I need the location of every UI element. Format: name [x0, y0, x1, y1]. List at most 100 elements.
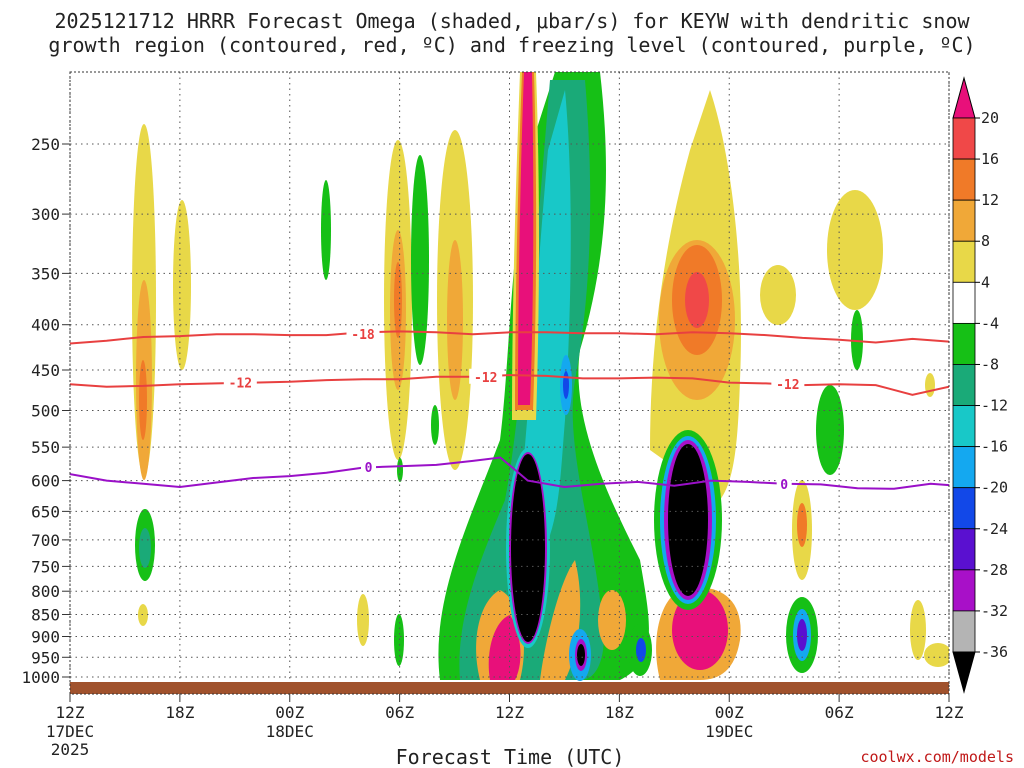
x-tick-label-6: 00Z: [715, 703, 744, 722]
plot-frame: [69, 71, 950, 695]
colorbar-band-12: [952, 610, 976, 653]
y-tick-label-750: 750: [31, 557, 60, 576]
omega-blob-8: [321, 180, 331, 280]
x-axis-title: Forecast Time (UTC): [396, 745, 625, 768]
colorbar-label-11: -28: [981, 561, 1008, 579]
colorbar-label-13: -36: [981, 643, 1008, 661]
omega-blob-9: [394, 614, 404, 666]
colorbar-band-11: [952, 569, 976, 612]
omega-blob-10: [357, 594, 369, 646]
contour-label-1-2: -12: [776, 378, 799, 393]
contour-label-bg-2-1: [776, 475, 792, 491]
omega-blob-60: [924, 643, 949, 667]
contour-label-2-1: 0: [780, 478, 788, 493]
omega-blob-49: [668, 444, 708, 596]
colorbar-label-0: 20: [981, 109, 999, 127]
colorbar-top-tip: [952, 76, 976, 119]
y-tick-label-800: 800: [31, 582, 60, 601]
omega-blob-21: [520, 90, 571, 560]
colorbar-label-3: 8: [981, 232, 990, 250]
colorbar-band-4: [952, 281, 976, 324]
colorbar-band-2: [952, 199, 976, 242]
x-tick-label-2: 00Z: [275, 703, 304, 722]
y-tick-label-850: 850: [31, 606, 60, 625]
colorbar-label-12: -32: [981, 602, 1008, 620]
omega-blob-18: [397, 458, 403, 482]
omega-blob-17: [447, 240, 463, 400]
y-tick-label-700: 700: [31, 531, 60, 550]
y-tick-label-500: 500: [31, 402, 60, 421]
contour-label-bg-2-0: [360, 458, 376, 474]
colorbar-band-7: [952, 405, 976, 448]
y-tick-label-950: 950: [31, 648, 60, 667]
x-tick-label-0: 12Z: [56, 703, 85, 722]
colorbar-band-3: [952, 240, 976, 283]
colorbar-label-7: -12: [981, 397, 1008, 415]
omega-blob-3: [139, 360, 147, 440]
grid-lines: [62, 72, 950, 702]
y-tick-label-900: 900: [31, 627, 60, 646]
contour-label-bg-1-0: [223, 374, 257, 390]
y-tick-label-550: 550: [31, 438, 60, 457]
omega-blob-26: [518, 72, 534, 405]
chart-title-line1: 2025121712 HRRR Forecast Omega (shaded, …: [54, 9, 970, 33]
omega-blob-15: [411, 155, 429, 365]
omega-blob-50: [760, 265, 796, 325]
contour-0: [70, 330, 949, 345]
omega-blob-59: [910, 600, 926, 660]
omega-blob-11: [431, 405, 439, 445]
omega-blob-53: [816, 385, 844, 475]
x-tick-label-5: 18Z: [605, 703, 634, 722]
contour-label-1-0: -12: [229, 377, 252, 392]
omega-blob-37: [598, 590, 626, 650]
colorbar: 20 16 12 8 4 -4 -8 -12 -16 -20 -24 -28 -32 -36: [952, 76, 1008, 694]
x-date-label-6: 19DEC: [705, 722, 753, 741]
y-tick-label-650: 650: [31, 502, 60, 521]
contour-label-1-1: -12: [474, 371, 497, 386]
colorbar-band-10: [952, 528, 976, 571]
y-tick-label-250: 250: [31, 135, 60, 154]
colorbar-label-1: 16: [981, 150, 999, 168]
credit-text: coolwx.com/models: [860, 748, 1014, 766]
omega-blob-23: [563, 371, 569, 399]
omega-blob-32: [511, 454, 545, 642]
omega-blob-28: [488, 615, 521, 680]
omega-blob-52: [851, 310, 863, 370]
contour-2: [70, 456, 949, 490]
colorbar-bottom-tip: [952, 651, 976, 694]
colorbar-band-1: [952, 158, 976, 201]
colorbar-band-0: [952, 117, 976, 160]
omega-blob-55: [797, 503, 807, 547]
colorbar-band-6: [952, 364, 976, 406]
omega-blob-61: [925, 373, 935, 397]
omega-blob-35: [577, 644, 585, 666]
omega-blob-51: [827, 190, 883, 310]
omega-blob-6: [139, 528, 151, 568]
y-tick-label-400: 400: [31, 316, 60, 335]
x-tick-label-1: 18Z: [165, 703, 194, 722]
omega-blob-58: [797, 619, 807, 651]
x-tick-label-7: 06Z: [825, 703, 854, 722]
colorbar-label-9: -20: [981, 479, 1008, 497]
colorbar-label-5: -4: [981, 314, 999, 332]
colorbar-band-5: [952, 322, 976, 365]
colorbar-label-6: -8: [981, 355, 999, 373]
chart-title-line2: growth region (contoured, red, ºC) and f…: [48, 33, 975, 57]
omega-blob-43: [685, 272, 709, 328]
contour-lines: -18 -12 -12 -12 0 0: [70, 326, 949, 493]
y-tick-label-1000: 1000: [21, 668, 60, 687]
y-tick-label-600: 600: [31, 472, 60, 491]
x-date-label-0: 17DEC: [46, 722, 94, 741]
colorbar-label-8: -16: [981, 438, 1008, 456]
y-axis-labels: 250 300 350 400 450 500 550 600 650 700 750 800 850 9…: [21, 135, 60, 687]
contour-label-bg-0-0: [346, 326, 380, 342]
omega-blob-45: [672, 590, 728, 670]
colorbar-label-4: 4: [981, 273, 990, 291]
y-tick-label-450: 450: [31, 361, 60, 380]
y-tick-label-300: 300: [31, 205, 60, 224]
contour-label-2-0: 0: [365, 461, 373, 476]
contour-label-bg-1-2: [771, 376, 805, 392]
contour-label-bg-1-1: [469, 368, 503, 384]
